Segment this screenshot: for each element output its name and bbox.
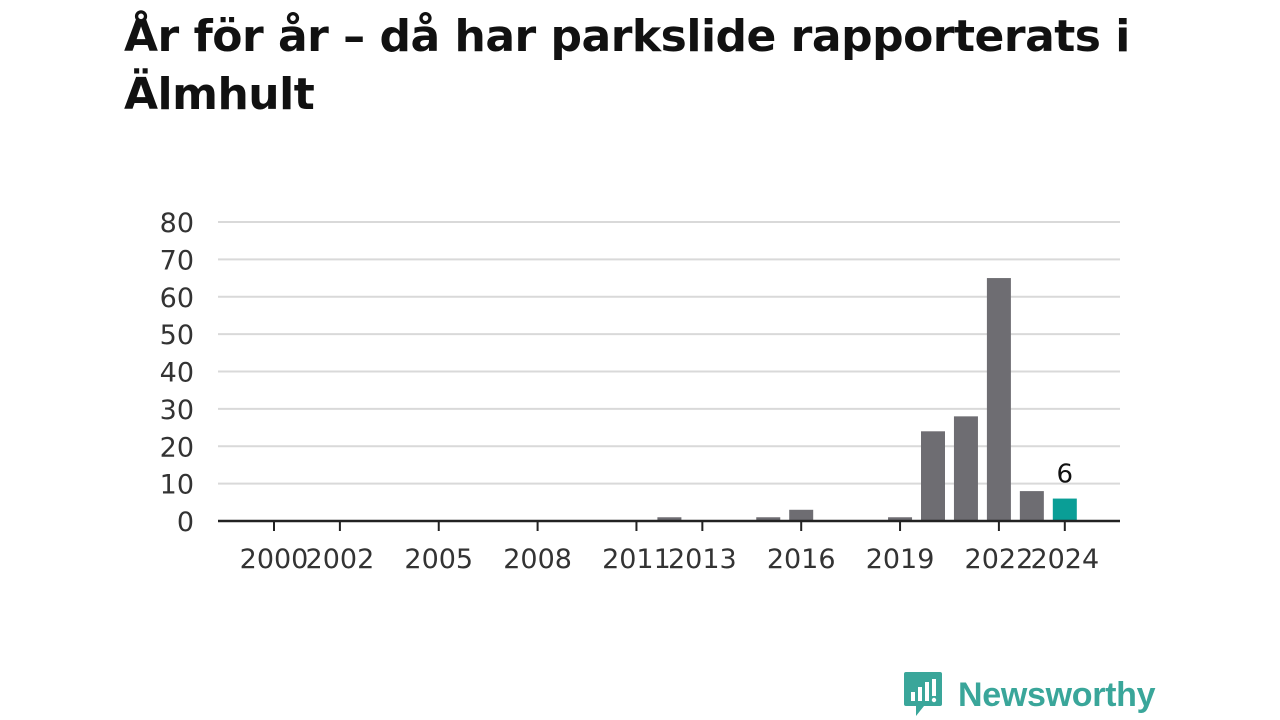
data-label-highlight: 6 [1057, 460, 1074, 490]
bar [888, 517, 913, 521]
bar [986, 278, 1011, 521]
y-tick-label: 50 [160, 320, 194, 351]
y-tick-label: 10 [160, 470, 194, 501]
x-tick-label: 2002 [306, 544, 375, 575]
x-tick-label: 2022 [965, 544, 1034, 575]
y-tick-label: 40 [160, 358, 194, 389]
y-tick-label: 20 [160, 432, 194, 463]
bar [1019, 491, 1044, 521]
chart-title: År för år – då har parkslide rapporterat… [124, 11, 1130, 120]
bar [953, 416, 978, 521]
bar [789, 509, 814, 521]
bar [756, 517, 781, 521]
x-tick-label: 2008 [503, 544, 572, 575]
x-tick-label: 2016 [767, 544, 836, 575]
x-tick-label: 2013 [668, 544, 737, 575]
x-tick-label: 2024 [1030, 544, 1099, 575]
bar [921, 431, 945, 521]
y-tick-label: 60 [160, 283, 194, 314]
gridlines [218, 221, 1120, 485]
x-tick-label: 2005 [404, 544, 473, 575]
x-axis [218, 519, 1120, 531]
bars [657, 278, 1077, 521]
x-tick-label: 2019 [866, 544, 935, 575]
y-axis-tick-labels: 0 10 20 30 40 50 60 70 80 [160, 208, 194, 538]
newsworthy-brand: Newsworthy [902, 670, 1156, 720]
brand-name: Newsworthy [958, 675, 1156, 714]
y-tick-label: 30 [160, 395, 194, 426]
bar-highlight [1052, 498, 1077, 521]
data-labels: 6 [1057, 460, 1074, 490]
y-tick-label: 0 [177, 507, 194, 538]
newsworthy-logo-icon [904, 672, 942, 716]
x-tick-label: 2011 [602, 544, 671, 575]
x-tick-label: 2000 [240, 544, 309, 575]
bar [657, 517, 682, 521]
y-tick-label: 80 [160, 208, 194, 239]
y-tick-label: 70 [160, 245, 194, 276]
